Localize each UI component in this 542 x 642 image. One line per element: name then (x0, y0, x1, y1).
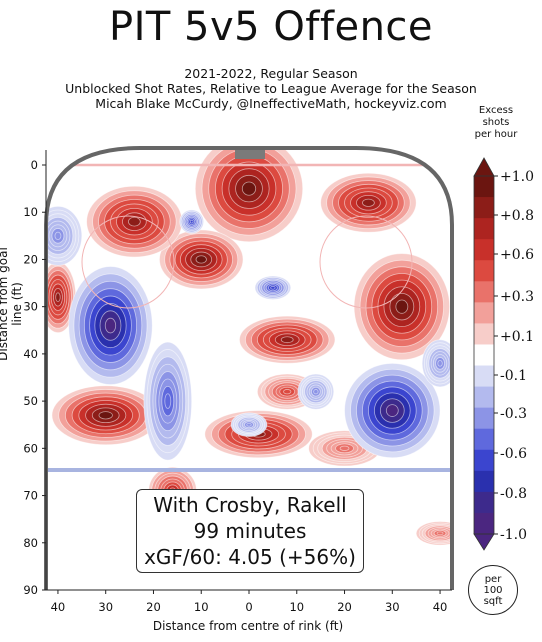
colorbar-tick-label: -0.1 (500, 368, 527, 384)
heat-spot-16 (46, 205, 83, 266)
subtitle-description: Unblocked Shot Rates, Relative to League… (65, 81, 477, 96)
info-box: With Crosby, Rakell 99 minutes xGF/60: 4… (136, 489, 364, 573)
heatmap-layer (46, 148, 452, 546)
y-tick-label: 70 (23, 489, 38, 503)
info-line-minutes: 99 minutes (193, 519, 307, 543)
heat-spot-2 (86, 185, 183, 258)
heat-spot-14 (344, 362, 441, 459)
x-tick-label: 10 (194, 600, 209, 614)
heat-spot-1 (159, 229, 244, 290)
colorbar-segment (474, 407, 494, 430)
colorbar-segment (474, 386, 494, 409)
info-line-players: With Crosby, Rakell (153, 493, 347, 517)
heat-spot-12 (415, 521, 452, 546)
x-tick-label: 40 (433, 600, 448, 614)
heat-spot-5 (239, 315, 336, 364)
heat-spot-15 (143, 341, 193, 461)
y-tick-label: 60 (23, 441, 38, 455)
x-tick-label: 40 (51, 600, 66, 614)
colorbar-segment (474, 281, 494, 303)
colorbar-segment (474, 470, 494, 493)
heat-spot-6 (51, 385, 160, 446)
colorbar-tick-label: +0.8 (500, 208, 534, 224)
colorbar-tick-label: +0.3 (500, 289, 534, 305)
heat-spot-17 (297, 373, 335, 410)
heat-spot-21 (421, 339, 452, 388)
x-tick-label: 20 (337, 600, 352, 614)
colorbar-tick-label: -0.3 (500, 406, 527, 422)
colorbar-segment (474, 365, 494, 388)
colorbar-segment (474, 197, 494, 219)
heat-spot-9 (46, 261, 77, 334)
y-tick-label: 50 (23, 394, 38, 408)
colorbar-tick-label: -1.0 (500, 527, 527, 543)
colorbar-segment (474, 344, 494, 367)
colorbar-segment (474, 260, 494, 282)
unit-badge: per 100 sqft (468, 565, 518, 615)
colorbar-bottom-arrow (473, 533, 495, 551)
x-tick-label: 0 (245, 600, 252, 614)
heat-spot-13 (68, 266, 153, 385)
colorbar-segment (474, 302, 494, 324)
y-tick-label: 40 (23, 347, 38, 361)
colorbar-segment (474, 512, 494, 535)
x-tick-label: 30 (385, 600, 400, 614)
heat-spot-3 (320, 172, 417, 233)
y-tick-label: 90 (23, 583, 38, 597)
y-axis-label: Distance from goal line (ft) (0, 247, 24, 361)
heat-spot-18 (254, 275, 292, 300)
y-tick-label: 30 (23, 300, 38, 314)
colorbar-segment (474, 218, 494, 240)
colorbar-segment (474, 428, 494, 451)
heat-spot-19 (179, 209, 205, 234)
colorbar-tick-label: +0.1 (500, 329, 534, 345)
heat-spot-4 (353, 253, 451, 361)
x-axis-ticks: 40 30 20 10 0 10 20 30 40 (51, 590, 448, 614)
heat-spot-20 (230, 412, 268, 437)
colorbar-top-arrow (473, 157, 495, 177)
colorbar-title: Excess shots per hour (474, 105, 518, 140)
colorbar (473, 157, 495, 551)
colorbar-segment (474, 491, 494, 514)
x-tick-label: 20 (146, 600, 161, 614)
y-tick-label: 80 (23, 536, 38, 550)
info-line-xgf: xGF/60: 4.05 (+56%) (144, 545, 356, 569)
colorbar-tick-label: +0.6 (500, 247, 534, 263)
colorbar-segment (474, 239, 494, 261)
colorbar-segment (474, 176, 494, 198)
chart-title: PIT 5v5 Offence (108, 4, 434, 50)
colorbar-frame (473, 175, 495, 535)
y-axis-ticks: 0 10 20 30 40 50 60 70 80 90 (23, 158, 46, 597)
colorbar-tick-label: +1.0 (500, 169, 534, 185)
subtitle-author: Micah Blake McCurdy, @IneffectiveMath, h… (95, 96, 447, 111)
rink-boards (44, 146, 454, 590)
colorbar-segment (474, 323, 494, 345)
y-tick-label: 0 (31, 158, 38, 172)
x-tick-label: 10 (289, 600, 304, 614)
rink-markings (46, 163, 452, 472)
colorbar-tick-label: -0.6 (500, 446, 527, 462)
y-tick-label: 10 (23, 205, 38, 219)
x-axis-label: Distance from centre of rink (ft) (152, 619, 344, 633)
y-tick-label: 20 (23, 252, 38, 266)
subtitle-season: 2021-2022, Regular Season (184, 66, 358, 81)
colorbar-ticks: +1.0 +0.8 +0.6 +0.3 +0.1 -0.1 -0.3 -0.6 -0.8 -1.0 (494, 169, 534, 543)
x-tick-label: 30 (98, 600, 113, 614)
colorbar-tick-label: -0.8 (500, 486, 527, 502)
heat-spot-11 (308, 430, 381, 467)
colorbar-segment (474, 449, 494, 472)
